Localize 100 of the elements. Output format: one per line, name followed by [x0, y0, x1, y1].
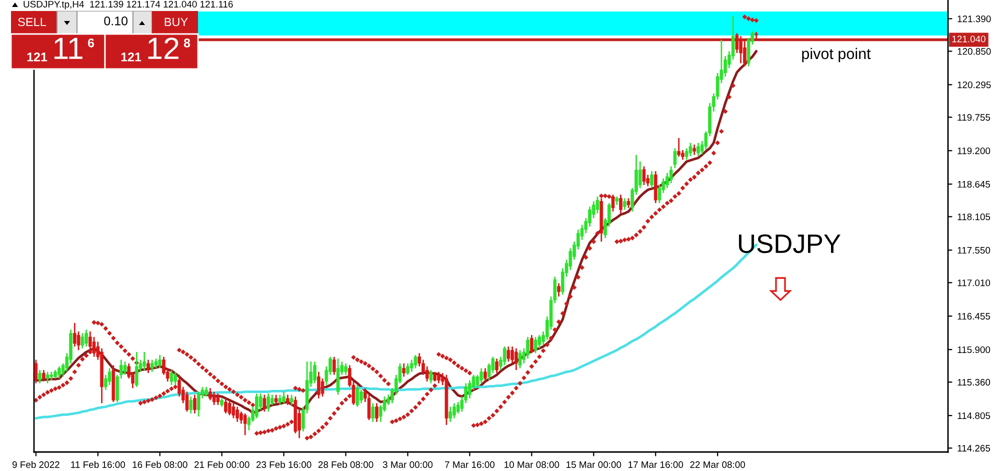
candlestick: [212, 391, 216, 406]
candlestick: [410, 359, 414, 373]
candlestick: [688, 142, 692, 157]
y-tick-label: 115.900: [958, 346, 990, 354]
y-tick-label: 117.550: [958, 246, 990, 254]
y-tick-label: 114.805: [958, 412, 990, 420]
candlestick: [243, 412, 247, 436]
y-tick-label: 118.105: [958, 213, 990, 220]
x-tick-label: 10 Mar 08:00: [504, 461, 560, 468]
candlestick: [669, 166, 673, 184]
candlestick: [371, 402, 375, 423]
candlestick: [332, 356, 336, 376]
candlestick: [518, 349, 522, 369]
annotation: SELL: [18, 18, 46, 26]
candlestick: [596, 196, 600, 214]
y-tick-label: 118.645: [958, 180, 990, 188]
candlestick: [278, 394, 282, 406]
candlestick: [673, 148, 677, 169]
candlestick: [204, 386, 208, 398]
candlestick: [170, 369, 174, 386]
candlestick: [42, 369, 46, 382]
ref-line-label: 121.040: [952, 36, 986, 42]
y-tick-label: 119.200: [958, 147, 990, 154]
candlestick: [480, 368, 483, 384]
candlestick: [429, 369, 433, 384]
annotation: 0.10: [104, 16, 128, 26]
annotation: 121: [121, 52, 142, 62]
candlestick: [502, 346, 506, 366]
candlestick: [34, 359, 38, 384]
candlestick: [622, 198, 626, 210]
candlestick: [437, 371, 440, 384]
candlestick: [638, 160, 642, 189]
candlestick: [142, 351, 146, 371]
candlestick: [452, 402, 456, 419]
candlestick: [84, 328, 88, 348]
candlestick: [514, 348, 518, 371]
candlestick: [692, 144, 696, 156]
candlestick: [344, 362, 348, 376]
candlestick: [262, 394, 266, 412]
candlestick: [58, 366, 61, 380]
candlestick: [185, 391, 189, 412]
candlestick: [270, 394, 274, 406]
x-tick-label: 7 Mar 16:00: [444, 461, 495, 468]
candlestick: [484, 368, 487, 382]
candlestick: [313, 360, 316, 384]
candlestick: [495, 358, 498, 374]
candlestick: [290, 394, 294, 406]
chart-title: USDJPY.tp,H4 121.139 121.174 121.040 121.116: [24, 0, 233, 10]
annotation: pivot point: [802, 48, 871, 62]
x-tick-label: 15 Mar 00:00: [566, 461, 622, 468]
annotation: 12: [148, 38, 178, 59]
candlestick: [406, 362, 410, 376]
candlestick: [626, 198, 630, 209]
x-tick-label: 3 Mar 00:00: [382, 461, 433, 468]
y-tick-label: 121.390: [958, 16, 991, 22]
candlestick: [375, 402, 378, 423]
x-tick-label: 17 Mar 16:00: [628, 461, 684, 468]
candlestick: [189, 396, 193, 414]
candlestick: [232, 402, 236, 419]
candlestick: [743, 39, 746, 67]
candlestick: [696, 142, 700, 157]
candlestick: [433, 371, 437, 382]
y-tick-label: 115.360: [958, 378, 990, 386]
candlestick: [158, 354, 162, 369]
candlestick: [150, 359, 154, 373]
y-tick-label: 114.265: [958, 444, 990, 452]
x-tick-label: 16 Feb 08:00: [132, 461, 188, 468]
x-tick-label: 9 Feb 2022: [12, 461, 60, 468]
candlestick: [196, 391, 200, 418]
candlestick: [316, 371, 320, 400]
candlestick: [154, 358, 158, 369]
candlestick: [73, 322, 76, 348]
candlestick: [320, 378, 324, 398]
y-tick-label: 120.295: [958, 82, 991, 88]
annotation: BUY: [164, 18, 188, 26]
candlestick: [228, 399, 232, 416]
candlestick: [80, 332, 84, 350]
x-tick-label: 23 Feb 16:00: [256, 461, 312, 468]
candlestick: [216, 392, 220, 406]
annotation: 6: [88, 38, 94, 48]
candlestick: [46, 371, 50, 384]
candlestick: [356, 384, 360, 408]
annotation: USDJPY: [738, 234, 840, 254]
candlestick: [146, 359, 150, 374]
candlestick: [414, 354, 418, 369]
candlestick: [208, 387, 212, 401]
candlestick: [266, 392, 270, 412]
candlestick: [557, 282, 560, 298]
candlestick: [108, 368, 112, 386]
y-tick-label: 119.755: [958, 114, 990, 121]
candlestick: [123, 360, 127, 376]
y-tick-label: 117.010: [958, 279, 990, 286]
candlestick: [619, 194, 622, 214]
x-tick-label: 22 Mar 08:00: [690, 461, 746, 468]
annotation: 8: [184, 38, 190, 48]
candlestick: [224, 398, 228, 414]
annotation: 11: [54, 38, 82, 59]
x-tick-label: 11 Feb 16:00: [71, 461, 126, 468]
candlestick: [530, 334, 534, 354]
candlestick: [402, 362, 406, 378]
